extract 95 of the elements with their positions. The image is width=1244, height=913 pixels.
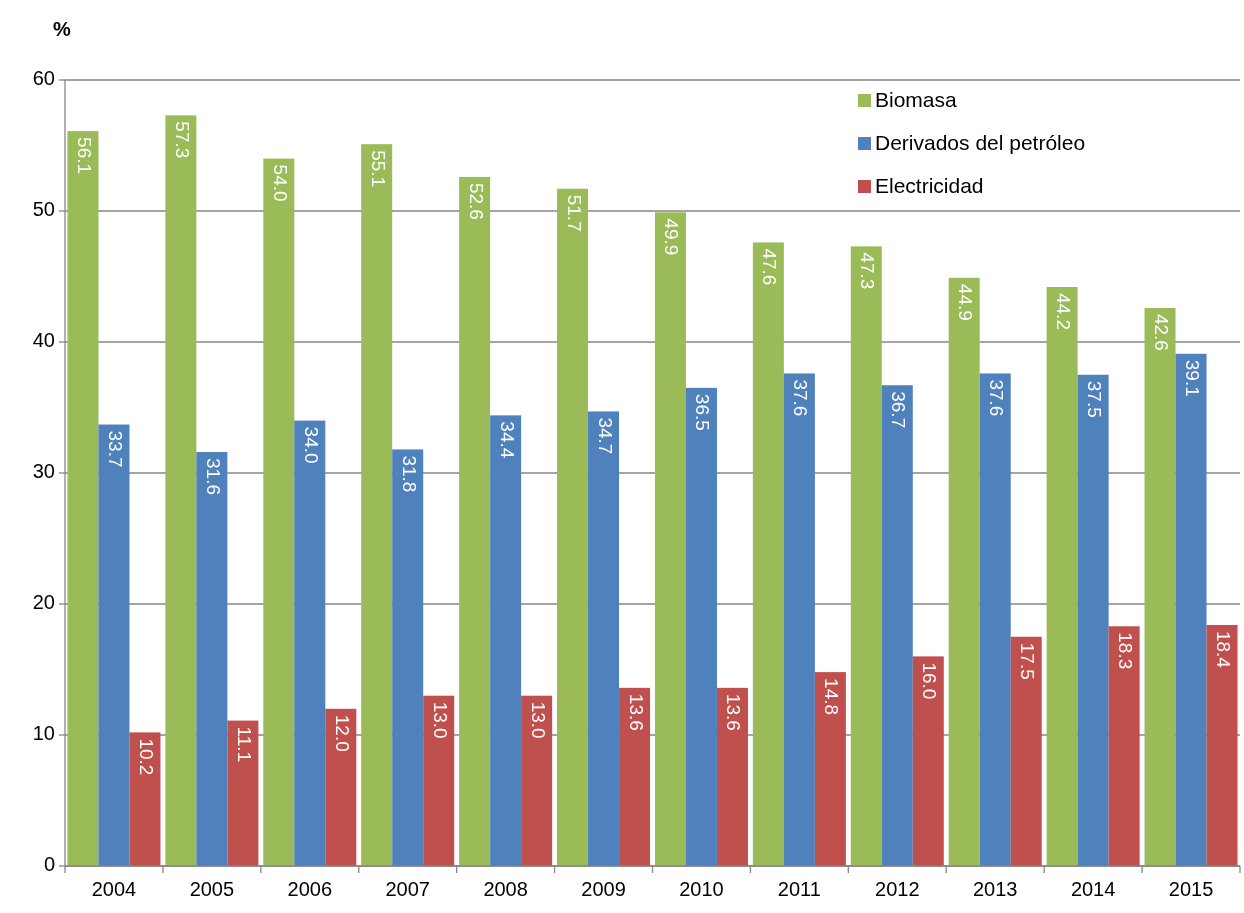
bar [67, 131, 99, 866]
data-label: 56.1 [73, 137, 95, 175]
bar [392, 449, 424, 866]
legend-label: Derivados del petróleo [875, 130, 1086, 154]
data-label: 52.6 [465, 182, 487, 220]
x-tick-label: 2007 [385, 878, 430, 900]
bar [325, 708, 357, 866]
x-tick-label: 2015 [1168, 878, 1214, 900]
data-label: 47.3 [857, 252, 879, 290]
legend-label: Electricidad [875, 173, 984, 197]
bar [227, 720, 259, 866]
data-label: 12.0 [331, 714, 353, 752]
bar [979, 373, 1011, 866]
y-tick-label: 30 [32, 460, 55, 483]
x-tick-label: 2004 [91, 878, 137, 900]
bar [129, 732, 161, 866]
bar [361, 144, 393, 866]
bar [1010, 636, 1042, 866]
data-label: 34.0 [300, 426, 322, 464]
bar [588, 411, 620, 866]
data-label: 11.1 [233, 726, 255, 763]
bar [459, 176, 491, 866]
bar [165, 115, 197, 866]
data-label: 42.6 [1151, 313, 1173, 351]
data-label: 34.7 [594, 417, 616, 455]
bar [263, 158, 295, 866]
y-tick-label: 10 [32, 722, 55, 745]
bar [196, 452, 228, 866]
x-tick-label: 2005 [189, 878, 235, 900]
data-label: 36.5 [692, 393, 714, 431]
data-label: 44.2 [1053, 292, 1075, 330]
bar [490, 415, 522, 866]
data-label: 36.7 [888, 391, 910, 429]
data-label: 13.0 [527, 701, 549, 739]
bar [1108, 626, 1140, 866]
bar [423, 695, 455, 866]
data-label: 49.9 [661, 218, 683, 256]
bar [912, 656, 944, 866]
bar [654, 212, 686, 866]
bar [521, 695, 553, 866]
data-label: 57.3 [171, 121, 193, 159]
data-label: 18.4 [1213, 630, 1235, 669]
bar [850, 246, 882, 866]
bar [881, 385, 913, 866]
data-label: 37.6 [790, 379, 812, 417]
bar [752, 242, 784, 866]
data-label: 14.8 [821, 678, 843, 716]
data-label: 37.6 [986, 379, 1008, 417]
data-label: 37.5 [1084, 380, 1106, 418]
bar [1046, 286, 1078, 866]
x-tick-label: 2006 [287, 878, 333, 900]
data-label: 51.7 [563, 194, 585, 232]
data-label: 44.9 [955, 283, 977, 321]
bar [1144, 307, 1176, 866]
bar [716, 687, 748, 866]
x-tick-label: 2009 [581, 878, 626, 900]
y-tick-label: 50 [32, 198, 55, 221]
x-tick-label: 2012 [875, 878, 920, 900]
data-label: 31.8 [398, 455, 420, 493]
data-label: 18.3 [1115, 632, 1137, 670]
x-tick-label: 2014 [1070, 878, 1116, 900]
y-tick-label: 20 [32, 591, 55, 614]
data-label: 55.1 [367, 150, 389, 188]
bar [948, 277, 980, 866]
data-label: 17.5 [1017, 642, 1039, 680]
data-label: 47.6 [759, 248, 781, 286]
y-axis-title: % [53, 18, 72, 40]
bar [1077, 374, 1109, 866]
data-label: 54.0 [269, 164, 291, 202]
bar [557, 188, 589, 866]
bar [1206, 624, 1238, 866]
bar [98, 424, 130, 866]
data-label: 16.0 [919, 662, 941, 700]
x-tick-label: 2013 [972, 878, 1018, 900]
data-label: 34.4 [496, 421, 518, 459]
y-tick-label: 40 [32, 329, 55, 352]
y-tick-label: 60 [32, 67, 55, 90]
data-label: 13.0 [429, 701, 451, 739]
data-label: 13.6 [723, 693, 745, 731]
bar [685, 387, 717, 866]
x-tick-label: 2010 [679, 878, 724, 900]
bar [814, 672, 846, 866]
data-label: 10.2 [135, 738, 157, 776]
bar [619, 687, 651, 866]
x-tick-label: 2011 [777, 878, 821, 900]
y-tick-label: 0 [43, 853, 55, 876]
data-label: 31.6 [202, 458, 224, 496]
data-label: 33.7 [104, 430, 126, 468]
bar [783, 373, 815, 866]
legend-label: Biomasa [875, 87, 958, 111]
data-label: 39.1 [1182, 359, 1204, 397]
bar [294, 420, 326, 866]
bar [1175, 353, 1207, 866]
x-tick-label: 2008 [483, 878, 528, 900]
data-label: 13.6 [625, 693, 647, 731]
